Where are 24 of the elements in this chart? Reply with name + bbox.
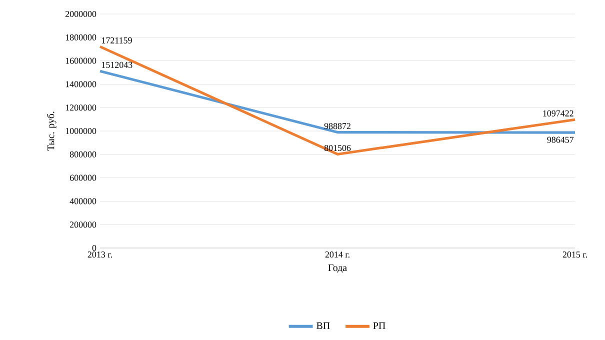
x-tick-label: 2015 г. <box>562 252 587 258</box>
y-tick-label: 800000 <box>70 151 96 158</box>
x-axis-title: Года <box>328 264 347 273</box>
data-label: 801506 <box>324 144 351 152</box>
legend-label: РП <box>373 322 386 329</box>
y-tick-label: 1200000 <box>66 104 96 111</box>
y-tick-label: 0 <box>92 244 96 252</box>
legend-label: ВП <box>316 322 330 329</box>
y-tick-label: 1400000 <box>66 81 96 88</box>
y-tick-label: 2000000 <box>65 10 96 18</box>
data-label: 986457 <box>547 136 574 143</box>
x-tick-label: 2014 г. <box>325 252 350 258</box>
y-tick-label: 600000 <box>70 174 96 181</box>
y-tick-label: 1800000 <box>66 34 96 40</box>
data-label: 1721159 <box>102 37 132 44</box>
y-tick-label: 1600000 <box>66 58 96 64</box>
x-tick-label: 2013 г. <box>88 252 112 258</box>
y-tick-label: 200000 <box>70 222 96 228</box>
data-label: 988872 <box>324 123 350 130</box>
y-tick-label: 400000 <box>70 198 96 204</box>
data-label: 1097422 <box>543 110 574 116</box>
y-axis-title: Тыс. руб. <box>46 112 56 151</box>
data-label: 1512043 <box>102 62 132 68</box>
y-tick-label: 1000000 <box>66 128 96 134</box>
